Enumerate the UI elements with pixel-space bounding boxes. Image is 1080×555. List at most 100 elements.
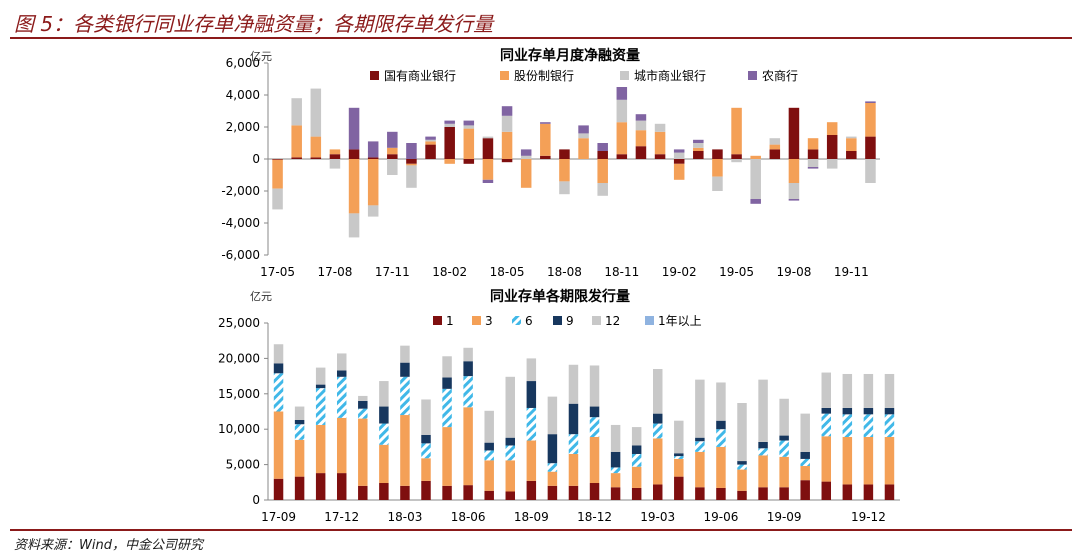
legend-label-3: 6 [525, 314, 533, 328]
bar-18-09c-s4 [547, 434, 558, 464]
bar-18-09b-s3 [526, 407, 537, 441]
bar-18-06c-s2 [484, 460, 494, 491]
bar-19-10-s3 [826, 159, 838, 169]
bar-18-04-s4 [482, 179, 494, 183]
chart-title: 同业存单各期限发行量 [490, 288, 630, 305]
bar-19-12-s3 [865, 159, 876, 183]
legend-label-4: 农商行 [762, 68, 798, 83]
bar-19-12c-s5 [863, 373, 874, 408]
bar-19-12c-s1 [863, 484, 874, 500]
bar-19-12d-s2 [884, 436, 895, 485]
bar-17-07-s2 [310, 136, 322, 158]
bar-18-01-s3 [425, 139, 436, 142]
bar-19-02-s1 [673, 159, 685, 164]
bar-18-11-s3 [616, 99, 628, 123]
bar-19-09b-s2 [779, 456, 789, 488]
bar-19-12d-s3 [884, 414, 895, 437]
bar-18-12b-s3 [589, 417, 600, 437]
bar-17-09-s4 [348, 107, 360, 150]
bar-18-09a-s5 [505, 376, 516, 438]
bar-19-12b-s5 [842, 373, 853, 408]
bar-18-09-s3 [578, 133, 589, 139]
bar-17-11-s4 [387, 131, 398, 148]
bar-19-09-s2 [807, 138, 819, 150]
bar-19-09c-s5 [800, 413, 810, 452]
y-tick-label: 0 [252, 152, 260, 166]
legend-label-2: 股份制银行 [514, 69, 574, 83]
bar-19-06a-s1 [695, 487, 705, 500]
bar-19-05-s1 [731, 154, 742, 159]
bar-18-04-s2 [482, 159, 494, 180]
bar-17-12a-s1 [315, 473, 326, 500]
bar-18-03b-s5 [400, 345, 410, 363]
x-tick-label: 17-11 [375, 265, 410, 279]
bar-17-12b-s2 [336, 417, 347, 474]
bar-19-12c-s2 [863, 436, 874, 485]
chart-title: 同业存单月度净融资量 [500, 47, 640, 64]
bar-18-11-s2 [616, 122, 628, 155]
bar-18-06b-s1 [463, 485, 473, 500]
bar-18-04-s1 [482, 138, 494, 159]
bar-19-04-s2 [712, 159, 723, 177]
bar-19-12c-s4 [863, 407, 874, 415]
bar-17-10-s2 [367, 159, 379, 206]
bar-19-03c-s5 [674, 420, 684, 454]
bar-19-10-s2 [826, 122, 838, 135]
bar-19-06b-s1 [716, 487, 726, 500]
bar-18-12b-s2 [589, 436, 600, 484]
footer-rule [10, 529, 1072, 531]
bar-17-09-s2 [348, 159, 360, 214]
bar-18-06-s4 [520, 149, 532, 156]
bar-19-06b-s5 [716, 382, 726, 421]
unit-label: 亿元 [250, 290, 272, 303]
bar-17-09a-s5 [273, 344, 284, 364]
bar-19-09a-s3 [758, 448, 768, 456]
legend-swatch-4 [553, 316, 562, 325]
bar-19-03b-s3 [652, 423, 663, 439]
legend-swatch-2 [500, 71, 509, 80]
bar-19-09c-s1 [800, 480, 810, 500]
bar-18-12-s2 [635, 130, 647, 147]
bar-18-06b-s2 [463, 407, 473, 486]
bar-19-03b-s2 [652, 438, 663, 485]
bar-18-12a-s1 [568, 485, 579, 500]
bar-17-12-s3 [406, 165, 417, 188]
bar-19-09c-s2 [800, 466, 810, 481]
bar-18-12c-s5 [610, 424, 621, 452]
legend-swatch-1 [370, 71, 379, 80]
bar-17-10-s4 [367, 141, 379, 158]
bar-19-03-s4 [693, 139, 704, 143]
bar-19-06b-s4 [716, 420, 726, 430]
bar-19-06a-s3 [695, 441, 705, 452]
x-tick-label: 19-11 [834, 265, 869, 279]
bar-18-09b-s2 [526, 440, 537, 481]
bar-18-12c-s4 [610, 451, 621, 468]
bar-18-12c-s3 [610, 467, 621, 474]
bar-18-03c-s2 [421, 458, 431, 481]
legend-swatch-3 [512, 316, 521, 325]
bar-19-09c-s4 [800, 451, 810, 459]
bar-18-12a-s4 [568, 403, 579, 435]
bar-18-03-s3 [463, 125, 475, 129]
bar-17-12-s1 [406, 159, 417, 164]
bar-19-07-s3 [769, 138, 781, 145]
x-tick-label: 19-02 [662, 265, 697, 279]
title-rule [10, 37, 1072, 39]
bar-19-06a-s5 [695, 379, 705, 438]
y-tick-label: 15,000 [218, 387, 260, 401]
x-tick-label: 18-12 [577, 510, 612, 524]
bar-19-03b-s5 [652, 369, 663, 414]
bar-19-12b-s4 [842, 407, 853, 415]
x-tick-label: 19-06 [703, 510, 738, 524]
bar-18-05-s2 [501, 131, 513, 159]
bar-19-08-s3 [788, 183, 800, 199]
bar-18-06a-s2 [442, 427, 452, 486]
bar-19-06c-s3 [737, 464, 747, 470]
bar-18-08-s3 [559, 181, 570, 195]
bar-18-12-s3 [635, 120, 647, 131]
x-tick-label: 18-06 [451, 510, 486, 524]
y-tick-label: -2,000 [221, 184, 260, 198]
bar-18-03a-s2 [379, 444, 389, 484]
bar-19-05-s2 [731, 107, 742, 155]
issuance-by-tenor-chart: 亿元 同业存单各期限发行量 1 3 6 9 12 1年以上 0 5,000 10,000 15,000… [218, 288, 900, 524]
